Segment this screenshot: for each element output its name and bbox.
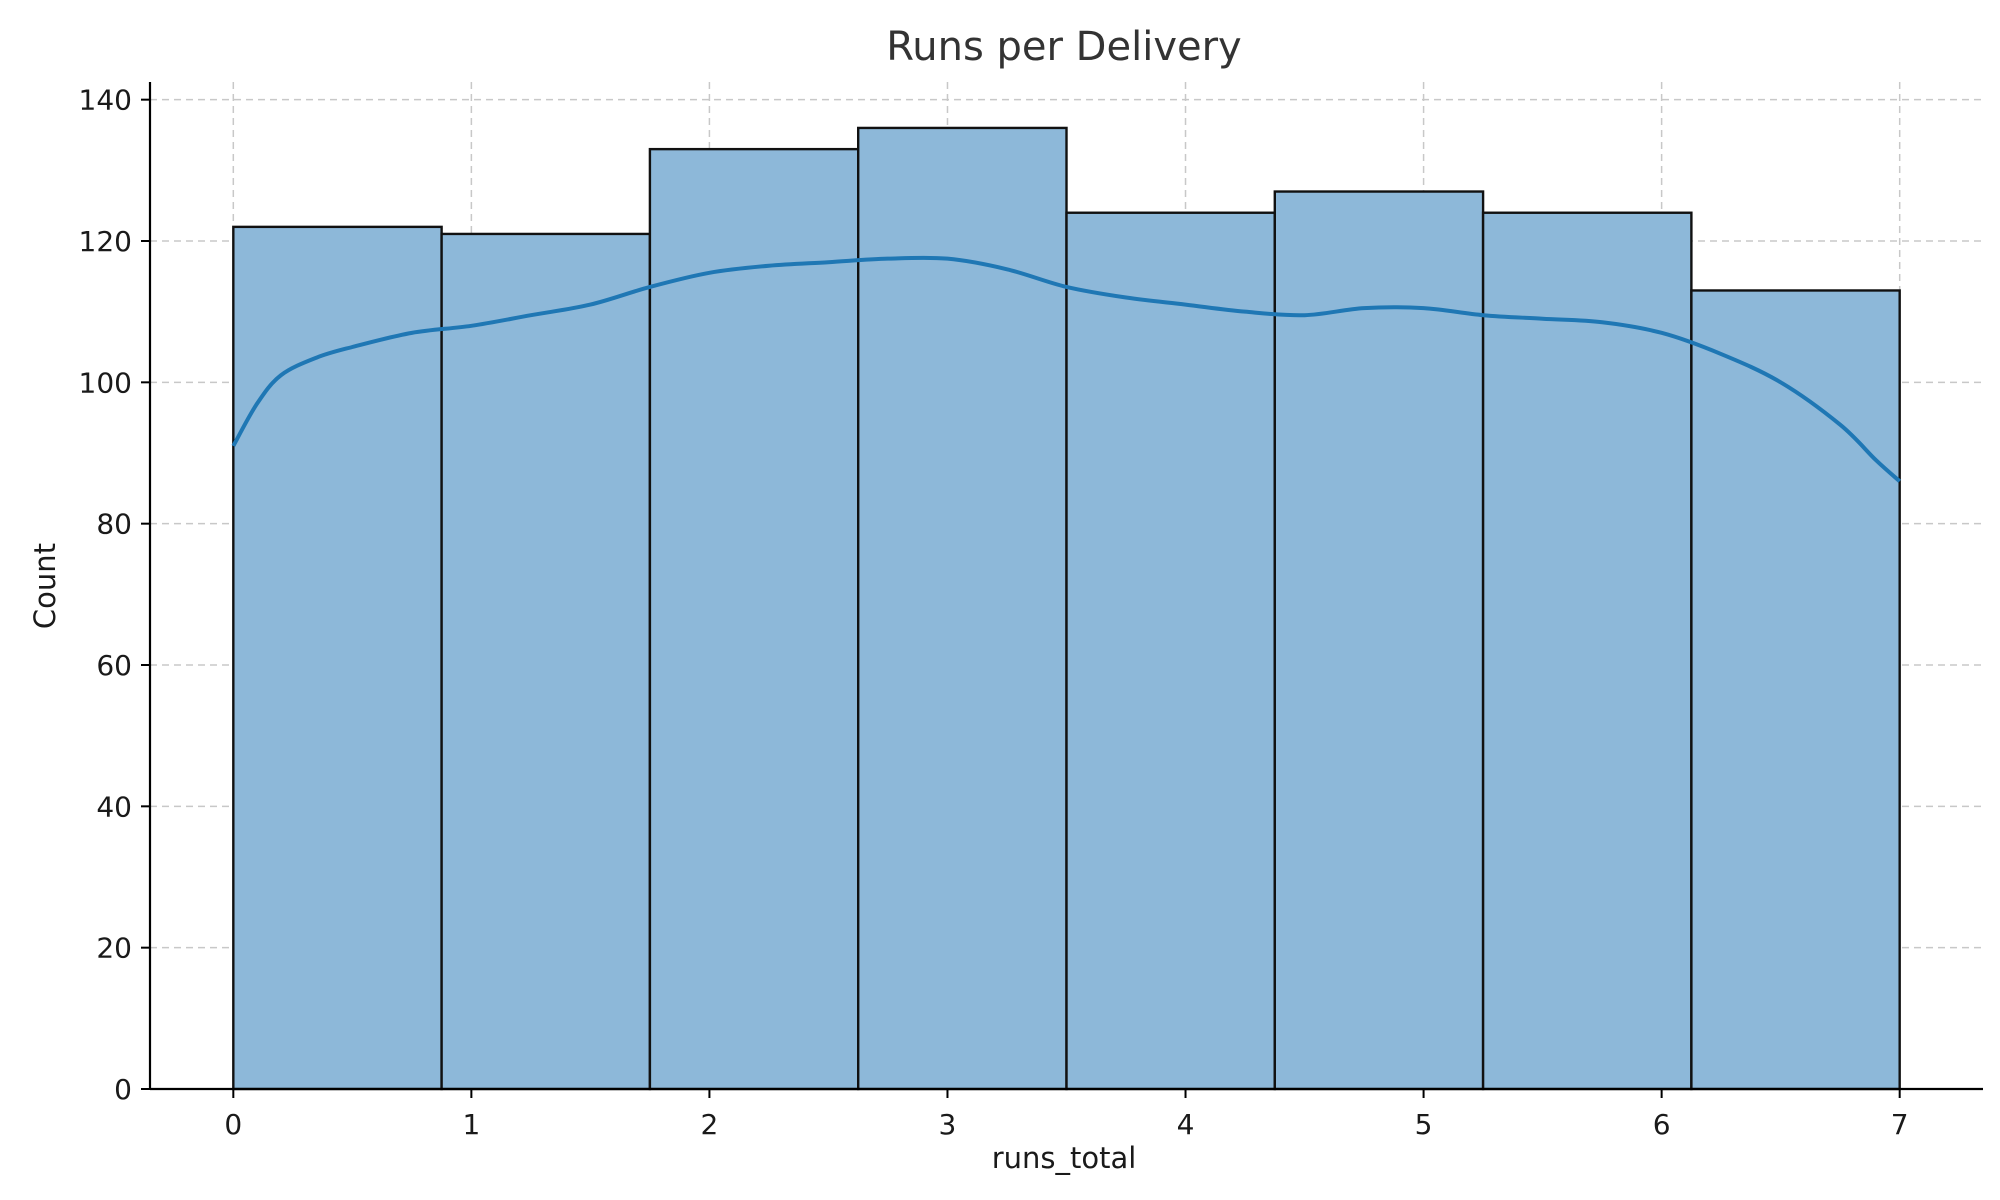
x-axis-ticks: 0 1 2 3 4 5 6 7 bbox=[224, 1089, 1909, 1141]
x-tick-label: 5 bbox=[1415, 1108, 1433, 1141]
histogram-bar bbox=[1273, 190, 1485, 1091]
x-tick-label: 2 bbox=[701, 1108, 719, 1141]
x-tick-label: 0 bbox=[224, 1108, 242, 1141]
x-axis-label: runs_total bbox=[992, 1141, 1137, 1175]
y-tick-label: 60 bbox=[96, 649, 132, 682]
histogram-bar bbox=[648, 147, 860, 1091]
x-tick-label: 4 bbox=[1177, 1108, 1195, 1141]
histogram-bar bbox=[1481, 211, 1693, 1091]
y-tick-label: 120 bbox=[79, 225, 132, 258]
x-tick-label: 3 bbox=[939, 1108, 957, 1141]
x-tick-label: 6 bbox=[1653, 1108, 1671, 1141]
y-tick-label: 40 bbox=[96, 790, 132, 823]
y-axis-label: Count bbox=[28, 543, 62, 629]
histogram-bar bbox=[440, 232, 652, 1091]
y-tick-label: 20 bbox=[96, 932, 132, 965]
y-tick-label: 140 bbox=[79, 84, 132, 117]
y-tick-label: 100 bbox=[79, 366, 132, 399]
histogram-bar bbox=[1065, 211, 1276, 1091]
y-tick-label: 80 bbox=[96, 508, 132, 541]
y-tick-label: 0 bbox=[114, 1073, 132, 1106]
histogram-bar bbox=[857, 126, 1068, 1091]
axes bbox=[148, 82, 1983, 1091]
histogram-bars bbox=[232, 126, 1901, 1091]
x-tick-label: 7 bbox=[1891, 1108, 1909, 1141]
histogram-bar bbox=[232, 225, 443, 1091]
kde-curve bbox=[231, 255, 1902, 483]
y-axis-ticks: 0 20 40 60 80 100 120 140 bbox=[79, 84, 150, 1106]
histogram-bar bbox=[1690, 289, 1901, 1091]
x-tick-label: 1 bbox=[462, 1108, 480, 1141]
chart-title: Runs per Delivery bbox=[886, 24, 1241, 70]
